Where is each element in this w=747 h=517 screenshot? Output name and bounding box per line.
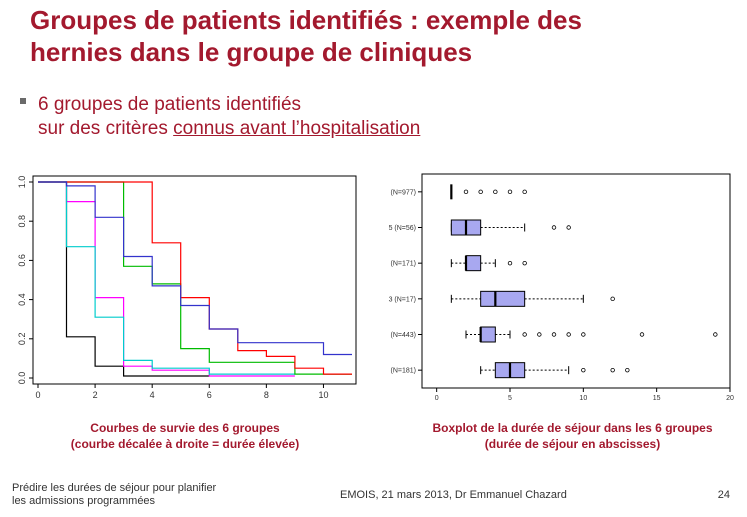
outlier-point (566, 225, 571, 230)
boxplot-chart-caption: Boxplot de la durée de séjour dans les 6… (400, 420, 745, 452)
category-label: (N=171) (391, 261, 416, 268)
category-label: 3 (N=17) (389, 296, 416, 303)
x-tick-label: 0 (35, 390, 40, 400)
survival-caption-line-2: (courbe décalée à droite = durée élevée) (70, 437, 300, 451)
x-tick-label: 10 (579, 395, 587, 402)
y-tick-label: 0.0 (17, 372, 27, 385)
outlier-point (581, 367, 586, 373)
survival-curves-chart: 0 2 4 6 8 10 0.0 0.2 0.4 0.6 0.8 1.0 (17, 175, 357, 400)
outlier-point (522, 260, 527, 266)
y-tick-label: 0.2 (17, 333, 27, 346)
y-tick-label: 1.0 (17, 176, 27, 189)
plot-frame (421, 173, 731, 389)
outlier-point (537, 332, 542, 337)
x-tick-label: 15 (653, 395, 661, 402)
category-label: 5 (N=56) (389, 225, 416, 232)
outlier-point (522, 332, 527, 337)
outlier-point (610, 367, 615, 373)
survival-chart-caption: Courbes de survie des 6 groupes (courbe … (20, 420, 350, 452)
boxplot-row-1 (450, 184, 527, 200)
outlier-point (581, 332, 586, 337)
title-line-2: hernies dans le groupe de cliniques (30, 37, 473, 67)
outlier-point (507, 260, 513, 266)
boxplot-row-5 (465, 326, 718, 343)
survival-curve-5 (38, 181, 352, 375)
category-label: (N=181) (391, 368, 416, 375)
y-tick-label: 0.8 (17, 215, 27, 228)
outlier-point (551, 225, 557, 230)
plot-frame (32, 175, 357, 385)
outlier-point (639, 332, 645, 337)
title-line-1: Groupes de patients identifiés : exemple… (30, 5, 582, 35)
outlier-point (551, 332, 557, 337)
box (465, 255, 482, 272)
outlier-point (566, 332, 571, 337)
outlier-point (478, 189, 483, 195)
x-tick-label: 5 (508, 395, 512, 402)
boxplot-caption-line-1: Boxplot de la durée de séjour dans les 6… (432, 421, 713, 435)
slide-title: Groupes de patients identifiés : exemple… (30, 4, 730, 68)
boxplot-row-2 (450, 219, 571, 236)
survival-curve-3 (38, 181, 295, 375)
outlier-point (625, 367, 630, 373)
x-tick-label: 0 (435, 395, 439, 402)
survival-caption-line-1: Courbes de survie des 6 groupes (90, 421, 280, 435)
survival-curve-4 (38, 181, 352, 375)
x-tick-label: 8 (264, 390, 269, 400)
category-label: (N=443) (391, 332, 416, 339)
category-label: (N=977) (391, 189, 416, 196)
box (480, 290, 526, 307)
outlier-point (507, 189, 513, 195)
boxplot-caption-line-2: (durée de séjour en abscisses) (484, 437, 661, 451)
outlier-point (493, 189, 498, 195)
x-tick-label: 4 (150, 390, 155, 400)
boxplot-row-4 (450, 290, 615, 307)
outlier-point (610, 296, 615, 302)
footer-author: EMOIS, 21 mars 2013, Dr Emmanuel Chazard (340, 489, 567, 501)
bullet-line-1: 6 groupes de patients identifiés (38, 94, 302, 115)
box (480, 326, 496, 343)
y-tick-label: 0.4 (17, 293, 27, 306)
footer-subtitle: Prédire les durées de séjour pour planif… (12, 482, 262, 508)
x-tick-label: 20 (726, 395, 734, 402)
footer-subtitle-line-1: Prédire les durées de séjour pour planif… (12, 482, 217, 494)
bullet-square-icon (20, 98, 26, 104)
bullet-line-2-prefix: sur des critères (38, 118, 174, 139)
x-tick-label: 6 (207, 390, 212, 400)
bullet-line-2-underlined: connus avant l’hospitalisation (173, 118, 421, 139)
survival-curve-6 (38, 181, 352, 356)
boxplot-row-3 (450, 255, 527, 272)
bullet-line-2: sur des critères connus avant l’hospital… (38, 117, 420, 141)
footer-subtitle-line-2: les admissions programmées (12, 495, 156, 507)
y-tick-label: 0.6 (17, 254, 27, 267)
x-tick-label: 10 (318, 390, 328, 400)
survival-curve-2 (38, 181, 295, 377)
page-number: 24 (717, 489, 730, 501)
outlier-point (713, 332, 718, 337)
bullet-text: 6 groupes de patients identifiés sur des… (38, 93, 420, 141)
outlier-point (463, 189, 469, 195)
length-of-stay-boxplot: (N=977) 5 (N=56) (N=171) 3 (N=17) (N=443) (N=… (389, 173, 734, 402)
boxplot-row-6 (480, 362, 630, 379)
x-tick-label: 2 (93, 390, 98, 400)
outlier-point (522, 189, 527, 195)
